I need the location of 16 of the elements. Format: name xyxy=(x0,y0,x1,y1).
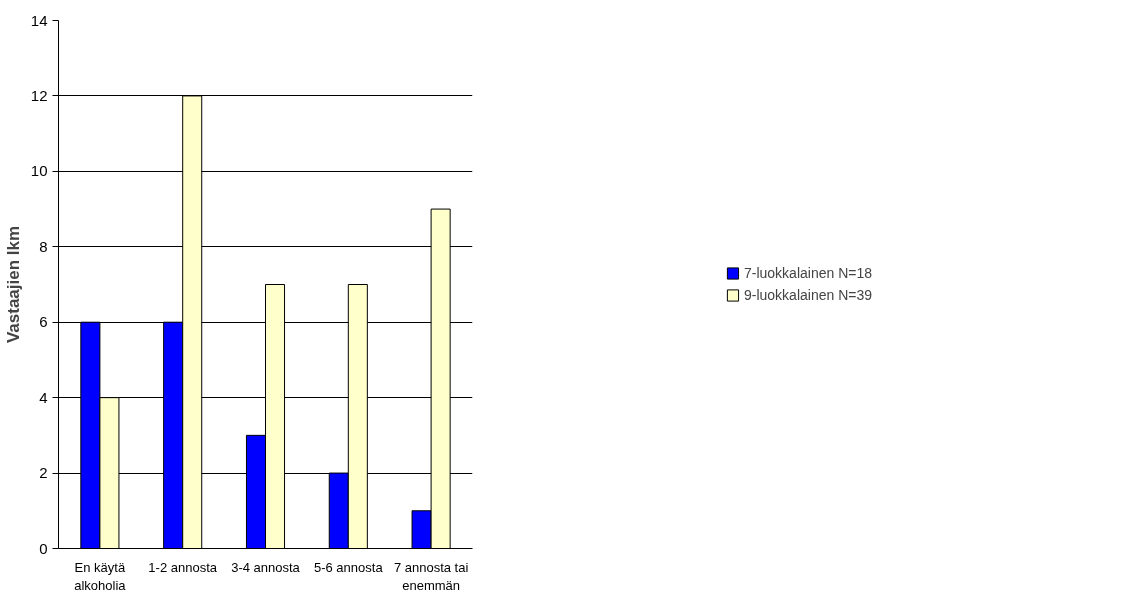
y-axis-title: Vastaajien lkm xyxy=(3,225,23,344)
y-tick-label: 14 xyxy=(30,11,48,29)
legend-label: 9-luokkalainen N=39 xyxy=(743,287,873,303)
x-tick-label: En käytä alkoholia xyxy=(74,559,127,593)
y-tick-label: 10 xyxy=(30,162,48,180)
y-tick-label: 0 xyxy=(39,539,48,557)
x-tick-label: 5-6 annosta xyxy=(313,559,384,575)
y-tick-label: 12 xyxy=(30,86,48,104)
y-tick-label: 6 xyxy=(39,313,48,331)
y-tick-label: 4 xyxy=(39,388,48,406)
legend-label: 7-luokkalainen N=18 xyxy=(743,265,873,281)
x-tick-label: 1-2 annosta xyxy=(148,559,218,575)
y-tick-label: 8 xyxy=(39,237,48,255)
x-tick-label: 7 annosta tai enemmän xyxy=(393,559,469,593)
x-tick-label: 3-4 annosta xyxy=(231,559,301,575)
y-tick-label: 2 xyxy=(39,464,48,482)
